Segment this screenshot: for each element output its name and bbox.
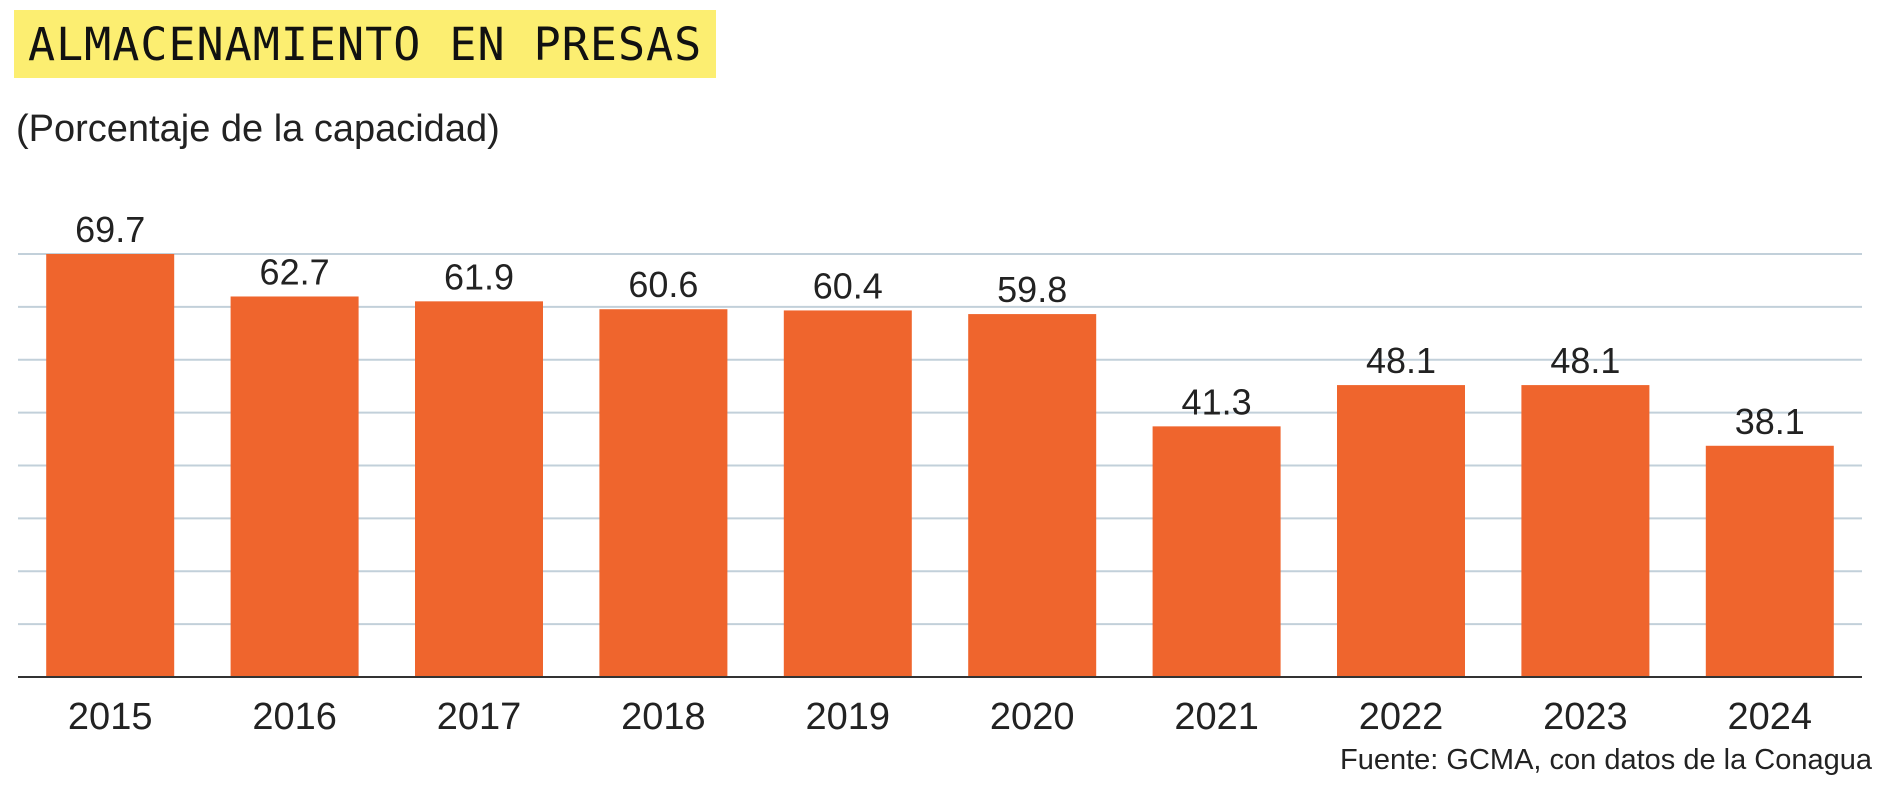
- data-labels: 69.7 62.7 61.9 60.6 60.4 59.8 41.3 48.1 48.1 38.1: [75, 209, 1805, 442]
- data-label: 60.4: [813, 265, 883, 306]
- data-label: 62.7: [260, 251, 330, 292]
- x-tick-label: 2022: [1359, 696, 1444, 738]
- x-tick-label: 2016: [252, 696, 337, 738]
- bar-2018: [599, 309, 728, 677]
- bar-2024: [1705, 445, 1834, 677]
- bar-2023: [1521, 385, 1650, 677]
- bar-2015: [46, 254, 175, 677]
- x-tick-label: 2015: [68, 696, 153, 738]
- x-tick-label: 2020: [990, 696, 1075, 738]
- bar-2021: [1152, 426, 1281, 677]
- data-label: 48.1: [1366, 340, 1436, 381]
- x-tick-label: 2021: [1174, 696, 1259, 738]
- bar-2020: [968, 314, 1097, 677]
- x-tick-label: 2024: [1728, 696, 1813, 738]
- data-label: 61.9: [444, 256, 514, 297]
- chart-subtitle: (Porcentaje de la capacidad): [16, 108, 500, 150]
- bar-2019: [783, 310, 912, 677]
- bars: [46, 254, 1834, 677]
- bar-2016: [230, 296, 359, 677]
- x-tick-label: 2018: [621, 696, 706, 738]
- x-axis-ticks: 2015 2016 2017 2018 2019 2020 2021 2022 2023 2024: [68, 696, 1812, 738]
- bar-2017: [415, 301, 543, 677]
- data-label: 69.7: [75, 209, 145, 250]
- title-highlight-box: ALMACENAMIENTO EN PRESAS: [14, 10, 717, 78]
- data-label: 60.6: [628, 264, 698, 305]
- x-tick-label: 2017: [437, 696, 522, 738]
- x-tick-label: 2023: [1543, 696, 1628, 738]
- chart-title: ALMACENAMIENTO EN PRESAS: [28, 17, 703, 71]
- data-label: 59.8: [997, 269, 1067, 310]
- data-label: 48.1: [1550, 340, 1620, 381]
- source-note: Fuente: GCMA, con datos de la Conagua: [1340, 744, 1872, 776]
- bar-2022: [1337, 385, 1465, 677]
- data-label: 38.1: [1735, 401, 1805, 442]
- data-label: 41.3: [1182, 381, 1252, 422]
- x-tick-label: 2019: [806, 696, 891, 738]
